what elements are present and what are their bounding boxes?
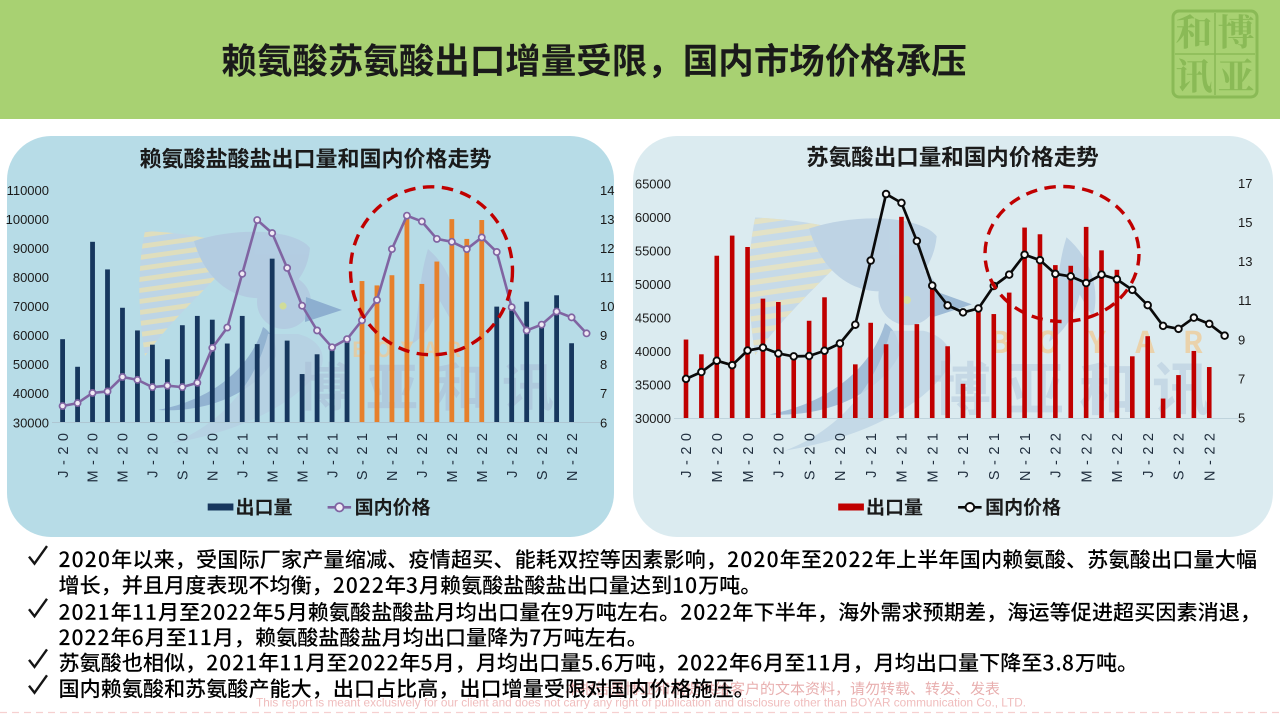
svg-text:This report is meant exclusive: This report is meant exclusively for our… — [256, 696, 1026, 710]
svg-text:55000: 55000 — [635, 243, 671, 258]
svg-text:S-21: S-21 — [355, 428, 371, 481]
svg-text:N-20: N-20 — [206, 428, 222, 481]
svg-text:M-21: M-21 — [295, 428, 311, 483]
svg-text:30000: 30000 — [635, 411, 671, 426]
svg-text:M-22: M-22 — [475, 428, 491, 483]
svg-text:14: 14 — [600, 183, 614, 198]
svg-text:9: 9 — [1238, 332, 1245, 347]
svg-text:J-21: J-21 — [864, 428, 880, 478]
svg-text:90000: 90000 — [13, 241, 49, 256]
svg-text:15: 15 — [1238, 215, 1252, 230]
svg-text:35000: 35000 — [635, 378, 671, 393]
svg-text:100000: 100000 — [6, 212, 49, 227]
svg-text:12: 12 — [600, 241, 614, 256]
svg-text:N-20: N-20 — [833, 428, 849, 481]
svg-text:M-20: M-20 — [116, 428, 132, 483]
svg-text:65000: 65000 — [635, 176, 671, 191]
svg-text:40000: 40000 — [635, 344, 671, 359]
svg-text:S-20: S-20 — [176, 428, 192, 481]
svg-text:S-20: S-20 — [802, 428, 818, 481]
svg-text:50000: 50000 — [635, 277, 671, 292]
svg-text:45000: 45000 — [635, 310, 671, 325]
svg-text:7: 7 — [600, 386, 607, 401]
svg-text:11: 11 — [600, 270, 614, 285]
svg-text:N-22: N-22 — [565, 428, 581, 481]
svg-text:M-22: M-22 — [445, 428, 461, 483]
svg-text:8: 8 — [600, 357, 607, 372]
svg-text:9: 9 — [600, 328, 607, 343]
svg-text:J-22: J-22 — [415, 428, 431, 478]
svg-text:11: 11 — [1238, 293, 1252, 308]
svg-text:M-22: M-22 — [1110, 428, 1126, 483]
svg-text:60000: 60000 — [13, 328, 49, 343]
svg-text:J-20: J-20 — [146, 428, 162, 478]
svg-text:N-22: N-22 — [1203, 428, 1219, 481]
svg-text:M-22: M-22 — [1079, 428, 1095, 483]
svg-text:17: 17 — [1238, 176, 1252, 191]
svg-text:J-21: J-21 — [235, 428, 251, 478]
svg-text:13: 13 — [600, 212, 614, 227]
svg-text:S-22: S-22 — [535, 428, 551, 481]
svg-text:J-22: J-22 — [1049, 428, 1065, 478]
svg-text:J-22: J-22 — [505, 428, 521, 478]
svg-text:J-21: J-21 — [325, 428, 341, 478]
svg-text:13: 13 — [1238, 254, 1252, 269]
svg-text:50000: 50000 — [13, 357, 49, 372]
svg-text:30000: 30000 — [13, 415, 49, 430]
svg-text:J-22: J-22 — [1141, 428, 1157, 478]
svg-text:M-21: M-21 — [925, 428, 941, 483]
svg-text:5: 5 — [1238, 411, 1245, 426]
svg-text:N-21: N-21 — [385, 428, 401, 481]
svg-text:M-21: M-21 — [265, 428, 281, 483]
svg-text:S-21: S-21 — [987, 428, 1003, 481]
svg-text:S-22: S-22 — [1172, 428, 1188, 481]
svg-text:110000: 110000 — [7, 183, 49, 198]
svg-text:60000: 60000 — [635, 210, 671, 225]
svg-text:J-20: J-20 — [772, 428, 788, 478]
svg-text:M-20: M-20 — [86, 428, 102, 483]
svg-text:M-20: M-20 — [710, 428, 726, 483]
svg-text:40000: 40000 — [13, 386, 49, 401]
svg-text:J-20: J-20 — [56, 428, 72, 478]
svg-text:70000: 70000 — [13, 299, 49, 314]
svg-text:N-21: N-21 — [1018, 428, 1034, 481]
svg-text:7: 7 — [1238, 371, 1245, 386]
svg-text:J-21: J-21 — [956, 428, 972, 478]
svg-text:80000: 80000 — [13, 270, 49, 285]
svg-text:M-21: M-21 — [895, 428, 911, 483]
svg-text:6: 6 — [600, 415, 607, 430]
svg-text:M-20: M-20 — [741, 428, 757, 483]
svg-text:10: 10 — [600, 299, 614, 314]
svg-text:J-20: J-20 — [679, 428, 695, 478]
